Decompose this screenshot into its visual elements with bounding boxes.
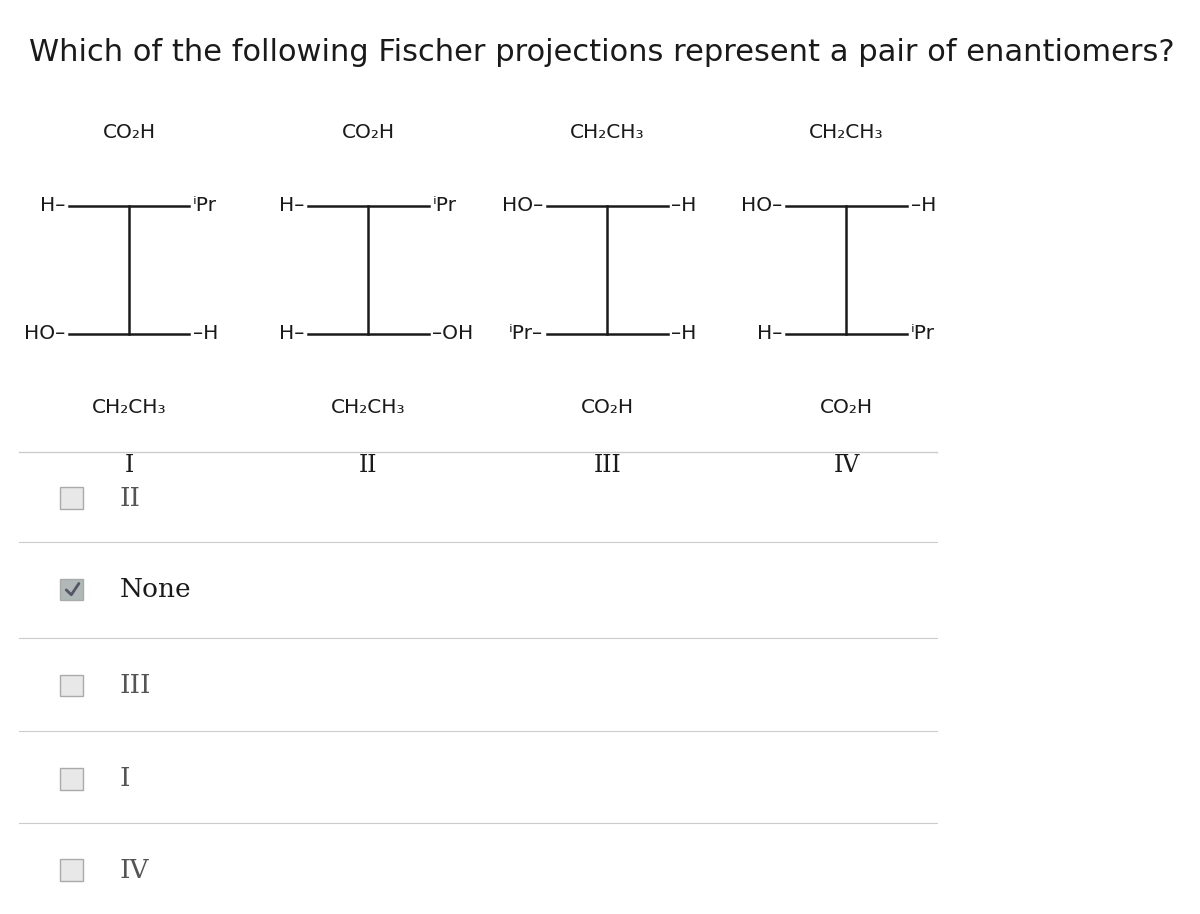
Text: IV: IV	[120, 857, 149, 883]
Text: –H: –H	[193, 324, 218, 343]
Text: CH₂CH₃: CH₂CH₃	[92, 398, 167, 417]
FancyBboxPatch shape	[60, 768, 83, 790]
Text: CH₂CH₃: CH₂CH₃	[570, 122, 644, 142]
Text: III: III	[594, 453, 622, 477]
Text: –H: –H	[672, 197, 697, 215]
Text: I: I	[125, 453, 133, 477]
Text: ⁱPr–: ⁱPr–	[509, 324, 544, 343]
Text: –H: –H	[672, 324, 697, 343]
Text: H–: H–	[757, 324, 782, 343]
Text: IV: IV	[833, 453, 859, 477]
Text: Which of the following Fischer projections represent a pair of enantiomers?: Which of the following Fischer projectio…	[29, 38, 1175, 68]
Text: H–: H–	[278, 324, 304, 343]
Text: H–: H–	[40, 197, 65, 215]
Text: II: II	[120, 485, 140, 511]
FancyBboxPatch shape	[60, 675, 83, 696]
Text: H–: H–	[278, 197, 304, 215]
Text: CH₂CH₃: CH₂CH₃	[809, 122, 883, 142]
Text: HO–: HO–	[742, 197, 782, 215]
Text: HO–: HO–	[24, 324, 65, 343]
FancyBboxPatch shape	[60, 579, 83, 600]
Text: II: II	[359, 453, 378, 477]
FancyBboxPatch shape	[60, 859, 83, 881]
Text: ⁱPr: ⁱPr	[911, 324, 935, 343]
Text: –OH: –OH	[432, 324, 474, 343]
Text: CO₂H: CO₂H	[581, 398, 634, 417]
Text: CO₂H: CO₂H	[820, 398, 874, 417]
Text: ⁱPr: ⁱPr	[432, 197, 456, 215]
Text: HO–: HO–	[502, 197, 544, 215]
FancyBboxPatch shape	[60, 487, 83, 509]
Text: –H: –H	[911, 197, 936, 215]
Text: CH₂CH₃: CH₂CH₃	[331, 398, 406, 417]
Text: CO₂H: CO₂H	[342, 122, 395, 142]
Text: ⁱPr: ⁱPr	[193, 197, 217, 215]
Text: CO₂H: CO₂H	[102, 122, 156, 142]
Text: None: None	[120, 577, 191, 602]
Text: I: I	[120, 766, 130, 792]
Text: III: III	[120, 673, 151, 698]
